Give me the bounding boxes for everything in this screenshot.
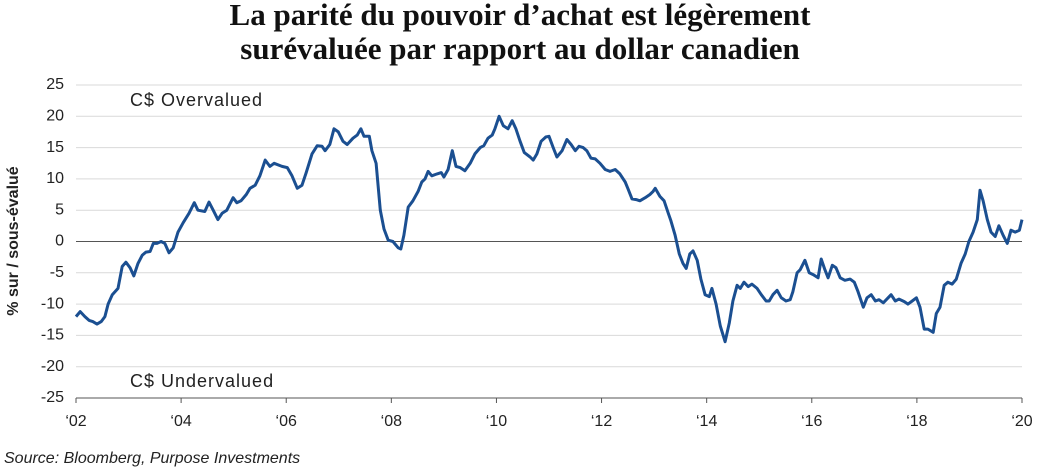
x-tick-label: ‘02 <box>65 413 86 430</box>
y-tick-label: -5 <box>50 264 64 281</box>
x-tick-label: ‘10 <box>486 413 507 430</box>
y-axis-label: % sur / sous-évalué <box>5 166 22 315</box>
x-tick-label: ‘16 <box>801 413 822 430</box>
y-tick-label: 0 <box>55 233 64 250</box>
x-tick-label: ‘20 <box>1011 413 1032 430</box>
y-tick-label: 15 <box>46 139 64 156</box>
x-tick-label: ‘04 <box>170 413 191 430</box>
y-tick-label: -10 <box>41 295 64 312</box>
data-line <box>74 114 1024 344</box>
x-tick-label: ‘14 <box>696 413 717 430</box>
y-tick-label: 10 <box>46 170 64 187</box>
x-tick-label: ‘08 <box>381 413 402 430</box>
y-tick-label: -25 <box>41 389 64 406</box>
x-tick-label: ‘12 <box>591 413 612 430</box>
chart-title: La parité du pouvoir d’achat est légèrem… <box>230 0 812 32</box>
y-tick-label: 25 <box>46 76 64 93</box>
x-tick-label: ‘18 <box>906 413 927 430</box>
y-tick-label: -20 <box>41 358 64 375</box>
annotation: C$ Overvalued <box>130 90 263 110</box>
x-tick-label: ‘06 <box>276 413 297 430</box>
y-tick-label: 20 <box>46 108 64 125</box>
source: Source: Bloomberg, Purpose Investments <box>4 450 300 467</box>
y-tick-label: 5 <box>55 201 64 218</box>
chart-title: surévaluée par rapport au dollar canadie… <box>240 31 799 66</box>
annotation: C$ Undervalued <box>130 371 274 391</box>
y-tick-label: -15 <box>41 327 64 344</box>
